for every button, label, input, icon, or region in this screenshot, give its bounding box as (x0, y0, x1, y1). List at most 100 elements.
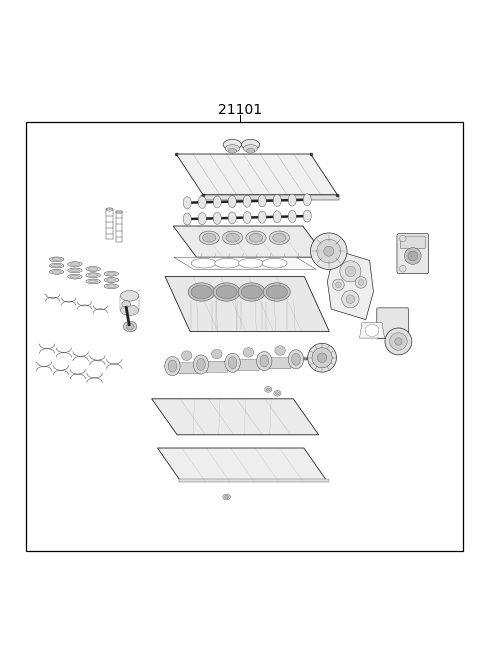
Ellipse shape (355, 277, 367, 288)
Polygon shape (201, 195, 339, 199)
FancyBboxPatch shape (400, 236, 425, 249)
Ellipse shape (68, 274, 82, 279)
Ellipse shape (288, 350, 304, 369)
Ellipse shape (346, 295, 355, 304)
Ellipse shape (122, 300, 131, 308)
Ellipse shape (86, 273, 100, 277)
Ellipse shape (312, 348, 332, 368)
Ellipse shape (275, 346, 286, 356)
Ellipse shape (288, 211, 296, 222)
Ellipse shape (70, 262, 80, 266)
Ellipse shape (183, 213, 192, 225)
Polygon shape (173, 226, 326, 257)
Ellipse shape (225, 353, 240, 373)
Ellipse shape (197, 358, 205, 371)
Ellipse shape (225, 495, 228, 499)
Ellipse shape (86, 279, 100, 284)
FancyBboxPatch shape (397, 234, 429, 274)
Ellipse shape (223, 231, 243, 245)
Ellipse shape (70, 269, 80, 272)
Ellipse shape (88, 274, 98, 277)
Ellipse shape (257, 352, 272, 371)
Ellipse shape (273, 194, 281, 207)
Ellipse shape (198, 213, 206, 224)
Ellipse shape (213, 283, 240, 301)
Ellipse shape (203, 234, 216, 242)
Polygon shape (165, 276, 329, 331)
Ellipse shape (104, 272, 119, 276)
Ellipse shape (269, 231, 289, 245)
Ellipse shape (340, 261, 361, 282)
Ellipse shape (52, 264, 61, 267)
Ellipse shape (260, 355, 269, 367)
Ellipse shape (336, 282, 341, 288)
Polygon shape (157, 448, 327, 482)
Ellipse shape (303, 194, 311, 206)
Ellipse shape (126, 323, 134, 330)
Polygon shape (179, 479, 329, 482)
Ellipse shape (120, 291, 139, 301)
Ellipse shape (399, 266, 406, 272)
Ellipse shape (308, 343, 336, 372)
Ellipse shape (324, 246, 334, 256)
Ellipse shape (165, 356, 180, 376)
Polygon shape (267, 358, 294, 369)
Ellipse shape (107, 272, 116, 276)
Ellipse shape (107, 279, 116, 281)
Ellipse shape (315, 352, 324, 364)
Ellipse shape (239, 258, 264, 268)
Ellipse shape (241, 139, 260, 150)
Ellipse shape (228, 357, 237, 369)
Ellipse shape (408, 251, 418, 261)
Ellipse shape (104, 277, 119, 282)
Ellipse shape (385, 328, 412, 355)
Ellipse shape (68, 268, 82, 273)
Ellipse shape (390, 333, 407, 350)
Ellipse shape (213, 213, 221, 224)
Ellipse shape (395, 338, 402, 345)
Ellipse shape (241, 285, 263, 298)
Ellipse shape (243, 211, 252, 224)
Ellipse shape (249, 234, 263, 242)
Ellipse shape (274, 390, 281, 396)
Ellipse shape (333, 279, 344, 291)
Ellipse shape (226, 234, 240, 242)
Ellipse shape (223, 139, 241, 150)
Ellipse shape (405, 248, 421, 264)
Ellipse shape (115, 210, 122, 213)
Polygon shape (360, 323, 384, 338)
Ellipse shape (365, 324, 379, 337)
Ellipse shape (120, 305, 139, 316)
Ellipse shape (88, 280, 98, 283)
Ellipse shape (228, 212, 236, 224)
Ellipse shape (266, 285, 288, 298)
Ellipse shape (258, 195, 266, 207)
Text: 21101: 21101 (218, 102, 262, 117)
Polygon shape (327, 250, 373, 319)
Ellipse shape (183, 197, 192, 209)
Ellipse shape (68, 262, 82, 266)
Ellipse shape (215, 258, 240, 268)
Ellipse shape (358, 279, 364, 285)
Ellipse shape (181, 351, 192, 361)
Ellipse shape (273, 211, 281, 223)
Ellipse shape (212, 349, 222, 359)
Ellipse shape (342, 291, 359, 308)
Polygon shape (173, 363, 200, 374)
Ellipse shape (264, 283, 290, 301)
Ellipse shape (49, 257, 64, 262)
Ellipse shape (246, 231, 266, 245)
Polygon shape (152, 399, 319, 435)
Ellipse shape (243, 144, 258, 152)
Ellipse shape (223, 494, 230, 500)
Ellipse shape (188, 283, 215, 301)
Ellipse shape (88, 268, 98, 270)
Ellipse shape (216, 285, 237, 298)
Polygon shape (176, 154, 337, 195)
Ellipse shape (228, 148, 237, 154)
Ellipse shape (49, 263, 64, 268)
FancyBboxPatch shape (377, 308, 408, 338)
Ellipse shape (191, 258, 216, 268)
Ellipse shape (193, 355, 209, 374)
Ellipse shape (225, 144, 240, 152)
